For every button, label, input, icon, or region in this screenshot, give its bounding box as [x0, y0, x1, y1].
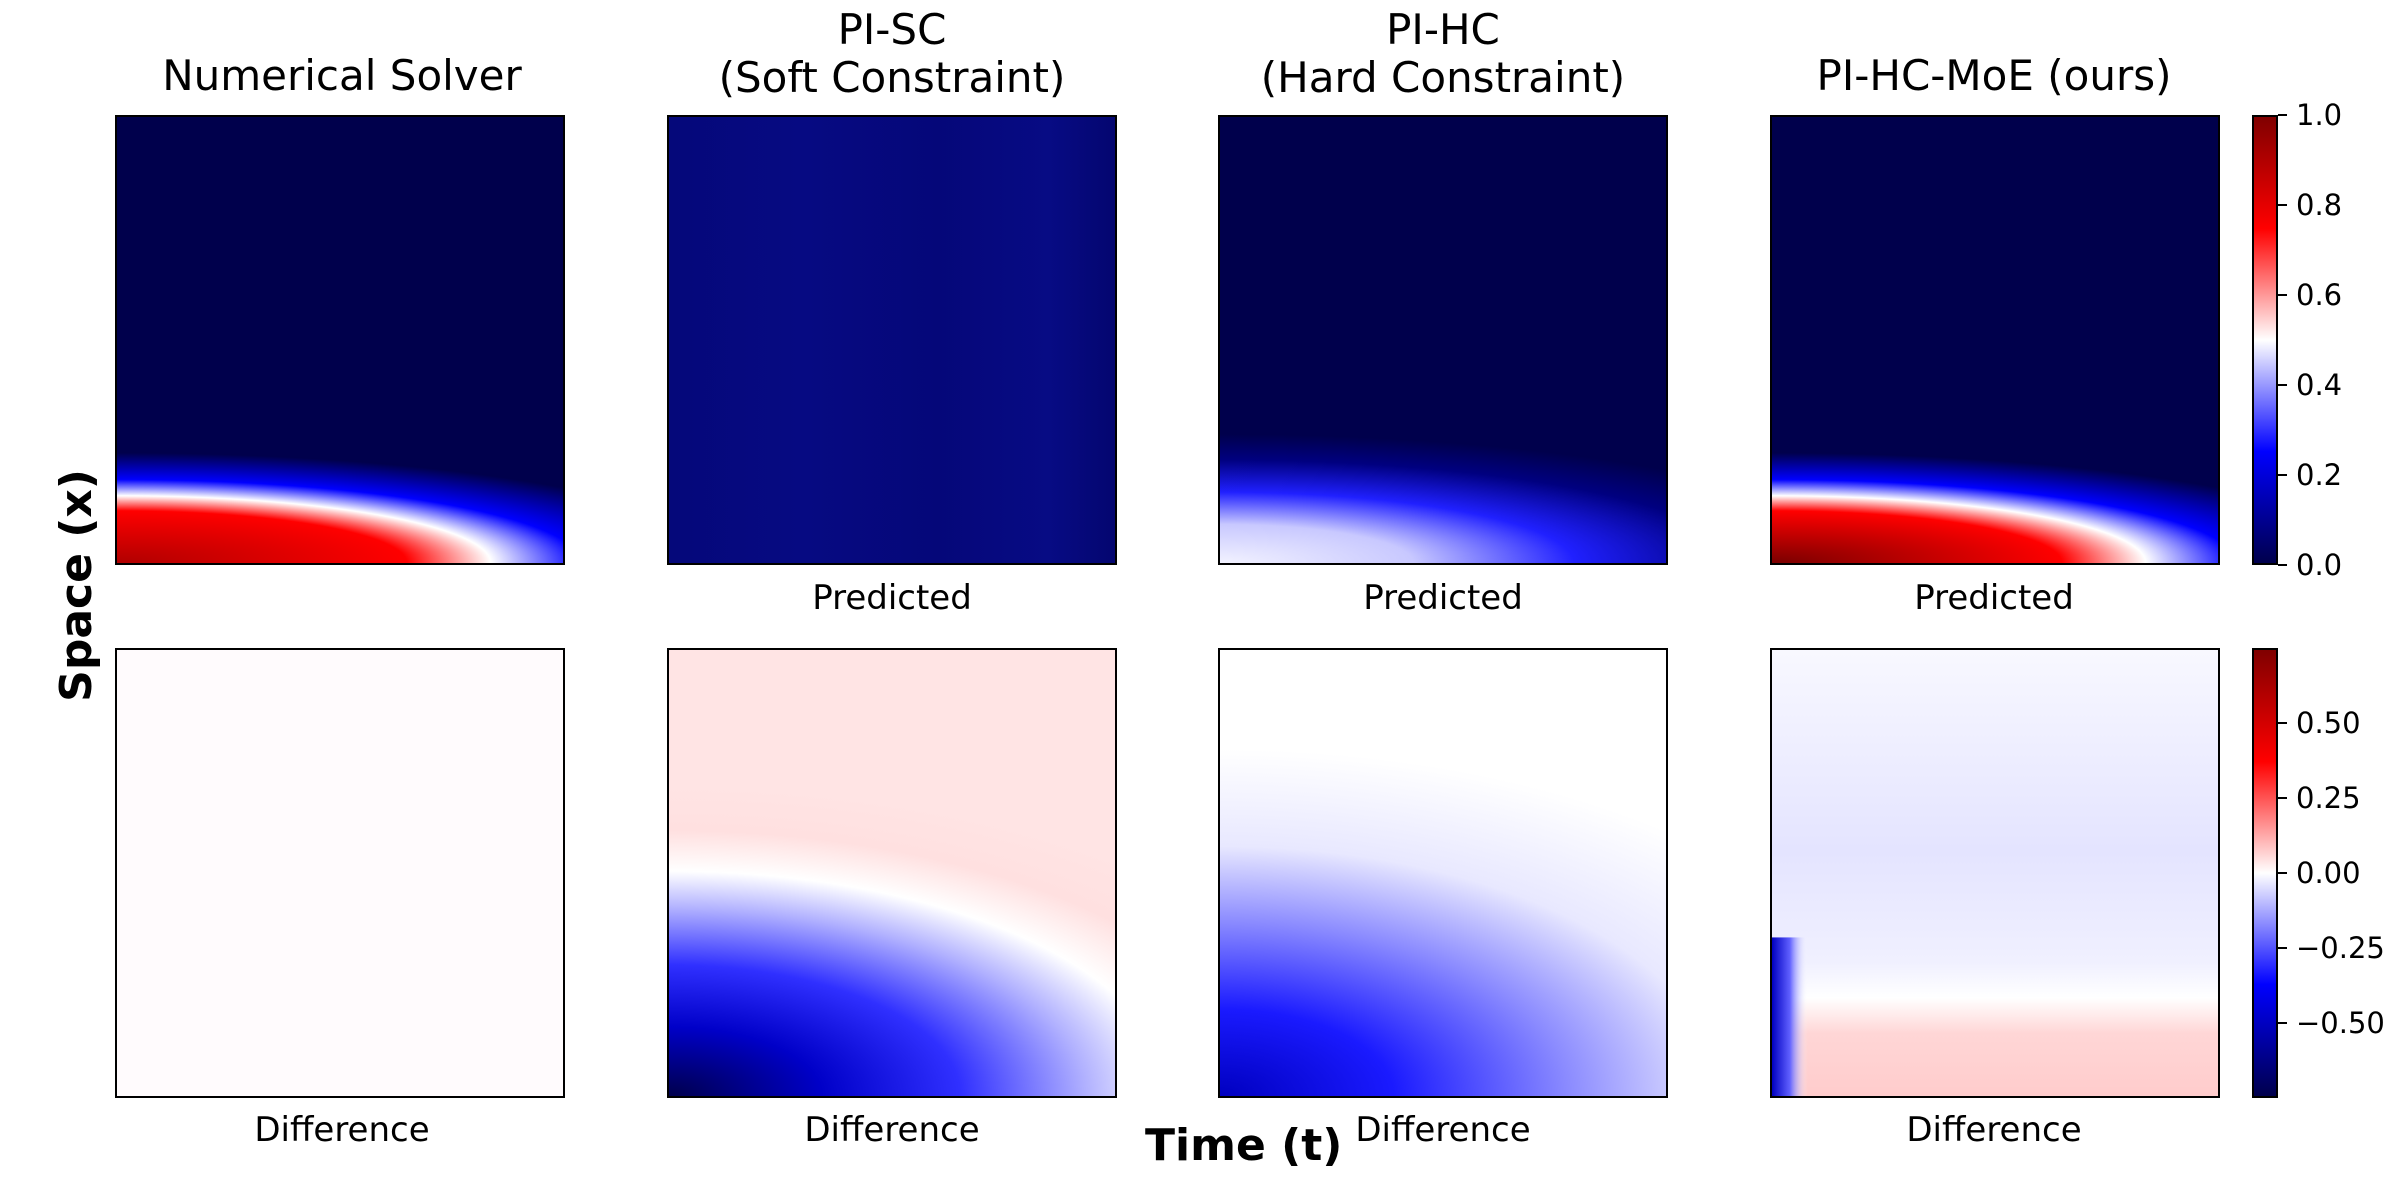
colorbar-difference-tick-mark: [2278, 722, 2287, 724]
panel-label-difference-numerical-solver: Difference: [254, 1110, 430, 1150]
colorbar-prediction-tick-mark: [2278, 294, 2287, 296]
colorbar-prediction-tick-mark: [2278, 114, 2287, 116]
colorbar-prediction-tick-label: 0.4: [2296, 368, 2343, 402]
colorbar-difference-tick-label: 0.25: [2296, 781, 2361, 815]
colorbar-difference-tick-label: 0.00: [2296, 856, 2361, 890]
colorbar-difference-tick-mark: [2278, 797, 2287, 799]
heatmap-solution-numerical-solver: [115, 115, 565, 565]
column-title-pi-hc: PI-HC (Hard Constraint): [1260, 5, 1626, 102]
colorbar-prediction-tick-mark: [2278, 204, 2287, 206]
colorbar-prediction-tick-label: 0.2: [2296, 458, 2343, 492]
colorbar-prediction-tick-mark: [2278, 384, 2287, 386]
heatmap-predicted-pi-hc: [1218, 115, 1668, 565]
panel-label-difference-pi-sc: Difference: [804, 1110, 980, 1150]
heatmap-difference-pi-hc: [1218, 648, 1668, 1098]
colorbar-difference-tick-label: −0.50: [2296, 1006, 2385, 1040]
heatmap-difference-pi-sc: [667, 648, 1117, 1098]
panel-label-difference-pi-hc: Difference: [1355, 1110, 1531, 1150]
column-title-pi-sc: PI-SC (Soft Constraint): [718, 5, 1066, 102]
colorbar-prediction-tick-mark: [2278, 474, 2287, 476]
colorbar-difference-tick-label: −0.25: [2296, 931, 2385, 965]
panel-label-predicted-pi-hc-moe: Predicted: [1914, 578, 2074, 618]
colorbar-difference-tick-mark: [2278, 947, 2287, 949]
panel-label-predicted-pi-sc: Predicted: [812, 578, 972, 618]
colorbar-prediction-tick-mark: [2278, 564, 2287, 566]
column-title-pi-hc-moe: PI-HC-MoE (ours): [1816, 51, 2172, 100]
colorbar-prediction-tick-label: 1.0: [2296, 98, 2343, 132]
colorbar-prediction-tick-label: 0.0: [2296, 548, 2343, 582]
heatmap-difference-numerical-solver: [115, 648, 565, 1098]
panel-label-predicted-pi-hc: Predicted: [1363, 578, 1523, 618]
column-title-numerical-solver: Numerical Solver: [162, 51, 522, 100]
x-axis-label: Time (t): [1145, 1120, 1343, 1171]
colorbar-difference-tick-mark: [2278, 1022, 2287, 1024]
colorbar-difference-tick-label: 0.50: [2296, 706, 2361, 740]
panel-label-difference-pi-hc-moe: Difference: [1906, 1110, 2082, 1150]
heatmap-predicted-pi-hc-moe: [1770, 115, 2220, 565]
heatmap-difference-pi-hc-moe: [1770, 648, 2220, 1098]
colorbar-difference: [2252, 648, 2278, 1098]
heatmap-predicted-pi-sc: [667, 115, 1117, 565]
colorbar-difference-tick-mark: [2278, 872, 2287, 874]
y-axis-label: Space (x): [50, 469, 102, 702]
colorbar-prediction-tick-label: 0.6: [2296, 278, 2343, 312]
colorbar-prediction-tick-label: 0.8: [2296, 188, 2343, 222]
colorbar-prediction: [2252, 115, 2278, 565]
